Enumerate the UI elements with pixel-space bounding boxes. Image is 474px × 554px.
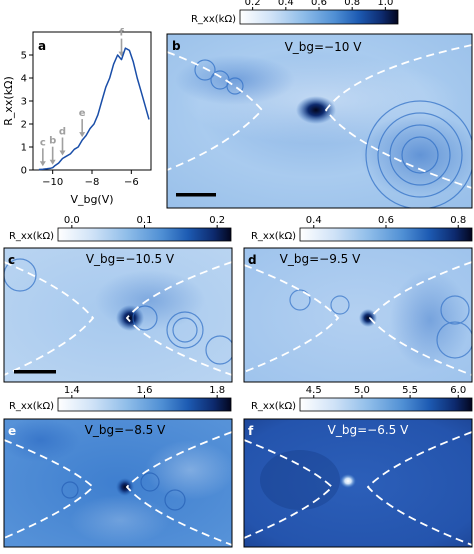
- colorbar-tick-label: 0.4: [278, 0, 294, 8]
- colorbar-tick-label: 0.8: [450, 215, 466, 226]
- panel-c-colorbar-label: R_xx(kΩ): [9, 231, 54, 242]
- panel-f-title: V_bg=−6.5 V: [328, 423, 409, 437]
- marker-label: d: [59, 127, 66, 138]
- marker-label: e: [79, 108, 86, 119]
- marker-arrowhead: [59, 150, 66, 156]
- marker-arrowhead: [49, 159, 56, 165]
- panel-e-hotspot: [116, 478, 134, 496]
- panel-f-map: [244, 419, 472, 547]
- panel-c-label: c: [8, 253, 15, 267]
- panel-c-edge-left: [4, 261, 95, 376]
- colorbar-tick-label: 1.8: [209, 385, 225, 396]
- colorbar-tick-label: 1.0: [377, 0, 393, 8]
- panel-d-edge-right: [368, 261, 472, 376]
- colorbar-tick-label: 4.5: [306, 385, 322, 396]
- resistance-curve: [38, 47, 150, 171]
- panel-f-colorbar-ticks: 4.5 5.0 5.5 6.0: [306, 385, 466, 398]
- colorbar-tick-label: 0.6: [311, 0, 327, 8]
- y-tick-label: 5: [21, 51, 27, 62]
- panel-d-colorbar-ticks: 0.4 0.6 0.8: [306, 215, 466, 228]
- panel-b-colorbar-label: R_xx(kΩ): [191, 14, 236, 25]
- panel-e-colorbar-label: R_xx(kΩ): [9, 401, 54, 412]
- colorbar-tick-label: 0.8: [344, 0, 360, 8]
- panel-f-edge-right: [366, 431, 472, 546]
- colorbar-tick-label: 0.0: [64, 215, 80, 226]
- y-tick-label: 1: [21, 143, 27, 154]
- panel-d: R_xx(kΩ) 0.4 0.6 0.8 d V_bg=−9.5 V: [243, 215, 473, 383]
- colorbar-tick-label: 1.6: [137, 385, 153, 396]
- panel-d-label: d: [248, 253, 257, 267]
- panel-a-label: a: [38, 39, 46, 53]
- colorbar-tick-label: 0.4: [306, 215, 322, 226]
- panel-a-ticks: −10 −8 −6 0 1 2 3 4 5: [21, 51, 139, 189]
- panel-b-hotspot: [296, 96, 336, 124]
- colorbar-tick-label: 0.1: [137, 215, 153, 226]
- panel-e-title: V_bg=−8.5 V: [85, 423, 166, 437]
- x-tick-label: −10: [42, 177, 63, 188]
- panel-b-scalebar: [176, 193, 216, 197]
- panel-a-ylabel: R_xx(kΩ): [2, 76, 15, 126]
- panel-d-colorbar: [299, 227, 473, 242]
- colorbar-tick-label: 0.2: [245, 0, 261, 8]
- y-tick-label: 2: [21, 120, 27, 131]
- panel-e-label: e: [8, 424, 16, 438]
- panel-f-colorbar-label: R_xx(kΩ): [251, 401, 296, 412]
- panel-e-colorbar-ticks: 1.4 1.6 1.8: [64, 385, 225, 398]
- panel-c-scalebar: [14, 370, 56, 374]
- marker-arrowhead: [79, 132, 86, 138]
- colorbar-tick-label: 0.2: [209, 215, 225, 226]
- panel-c-hotspot: [116, 305, 144, 331]
- y-tick-label: 3: [21, 97, 27, 108]
- panel-c-colorbar-ticks: 0.0 0.1 0.2: [64, 215, 225, 228]
- colorbar-tick-label: 0.6: [378, 215, 394, 226]
- panel-c-colorbar: [57, 227, 232, 242]
- panel-d-hotspot: [359, 309, 377, 327]
- x-tick-label: −6: [124, 177, 139, 188]
- marker-arrowhead: [39, 161, 46, 167]
- x-tick-label: −8: [85, 177, 100, 188]
- panel-f: R_xx(kΩ) 4.5 5.0 5.5 6.0 f V_bg=−6.5 V: [243, 385, 473, 548]
- panel-b-colorbar-ticks: 0.2 0.4 0.6 0.8 1.0: [245, 0, 393, 10]
- panel-d-colorbar-label: R_xx(kΩ): [251, 231, 296, 242]
- marker-label: f: [119, 28, 124, 39]
- panel-f-bright-spot: [340, 474, 356, 488]
- panel-b-title: V_bg=−10 V: [285, 40, 363, 54]
- y-tick-label: 0: [21, 166, 27, 177]
- panel-f-edge-left: [244, 439, 334, 539]
- panel-c-title: V_bg=−10.5 V: [86, 252, 175, 266]
- marker-label: b: [49, 136, 56, 147]
- panel-e-colorbar: [57, 397, 232, 412]
- colorbar-tick-label: 5.0: [354, 385, 370, 396]
- panel-a: −10 −8 −6 0 1 2 3 4 5 c bd e f a R_xx(kΩ) V_bg(V): [2, 28, 152, 206]
- y-tick-label: 4: [21, 74, 27, 85]
- colorbar-tick-label: 5.5: [402, 385, 418, 396]
- panel-d-edge-left: [244, 264, 340, 373]
- panel-a-axes-frame: [32, 31, 152, 171]
- panel-c-edge-right: [125, 261, 232, 376]
- panel-b: R_xx(kΩ) 0.2 0.4 0.6 0.8 1.0 b: [166, 0, 473, 209]
- panel-f-label: f: [248, 424, 254, 438]
- colorbar-tick-label: 6.0: [450, 385, 466, 396]
- panel-b-colorbar: [239, 9, 399, 25]
- panel-a-xlabel: V_bg(V): [70, 193, 113, 206]
- panel-f-colorbar: [299, 397, 473, 412]
- panel-b-label: b: [172, 39, 181, 53]
- panel-e-edge-right: [125, 431, 232, 546]
- panel-d-title: V_bg=−9.5 V: [280, 252, 361, 266]
- marker-label: c: [40, 137, 46, 148]
- panel-c: R_xx(kΩ) 0.0 0.1 0.2 c V_bg=−10.5 V: [3, 215, 233, 383]
- panel-b-edge-right: [324, 44, 472, 189]
- colorbar-tick-label: 1.4: [64, 385, 80, 396]
- panel-b-edge-left: [167, 51, 264, 171]
- panel-a-markers: c bd e f: [39, 28, 125, 167]
- panel-e: R_xx(kΩ) 1.4 1.6 1.8 e V_bg=−8.5 V: [3, 385, 233, 548]
